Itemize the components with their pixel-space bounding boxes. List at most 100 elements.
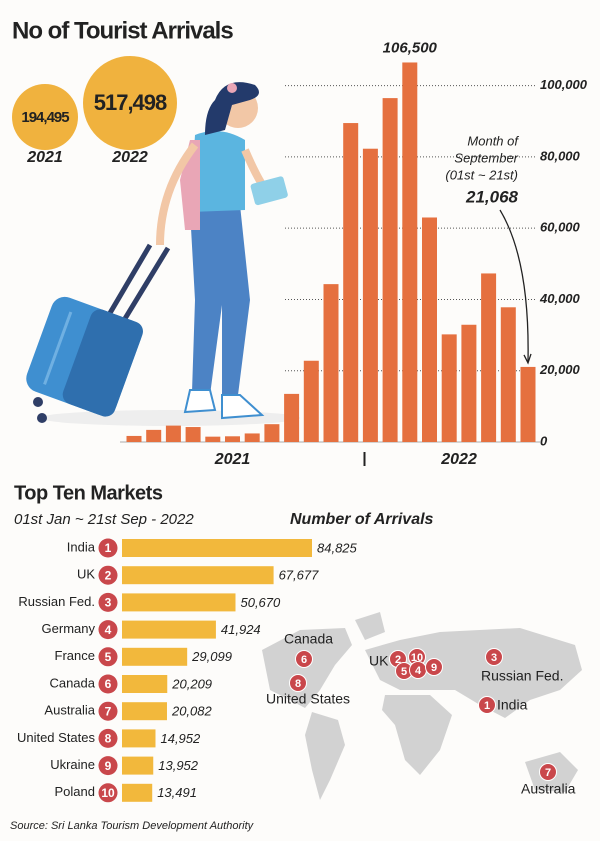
rank-badge [98, 728, 118, 748]
category-label: India [67, 539, 96, 554]
y-tick-label: 80,000 [540, 148, 581, 163]
map-marker-label: 8 [295, 678, 301, 690]
category-label: United States [17, 730, 96, 745]
map-marker [295, 650, 313, 668]
map-marker-label: 1 [484, 700, 490, 712]
rank-badge [98, 592, 118, 612]
bar [461, 324, 477, 442]
bar [481, 273, 497, 442]
category-label: Germany [42, 621, 96, 636]
rank-label: 4 [105, 623, 112, 637]
total-circle [83, 56, 177, 150]
bar [244, 433, 260, 442]
value-label: 20,209 [171, 676, 212, 691]
y-tick-label: 40,000 [539, 291, 581, 306]
rank-badge [98, 647, 118, 667]
category-label: Russian Fed. [18, 594, 95, 609]
chart-subtitle: 01st Jan ~ 21st Sep - 2022 [14, 511, 194, 528]
value-label: 29,099 [191, 649, 232, 664]
bar [122, 729, 156, 748]
bar [122, 593, 236, 612]
bar [343, 123, 359, 443]
bar [362, 148, 378, 443]
bar [122, 539, 312, 557]
map-marker-label: 3 [491, 652, 497, 664]
bar [165, 425, 181, 442]
bar [303, 360, 319, 442]
category-label: UK [77, 567, 95, 582]
chart-title: Top Ten Markets [14, 482, 163, 504]
annotation: (01st ~ 21st) [445, 167, 518, 182]
y-tick-label: 60,000 [540, 220, 581, 235]
value-label: 14,952 [160, 731, 201, 746]
bar [323, 284, 339, 442]
value-label: 106,500 [383, 39, 438, 56]
bar [500, 307, 516, 442]
annotation: September [454, 150, 518, 165]
total-year: 2022 [111, 149, 148, 166]
rank-label: 2 [105, 568, 112, 582]
map-label: Canada [284, 631, 333, 647]
rank-label: 8 [105, 732, 112, 746]
map-marker [539, 763, 557, 781]
category-label: Ukraine [50, 757, 95, 772]
total-year: 2021 [26, 149, 63, 166]
total-value: 517,498 [94, 90, 167, 115]
category-label: Australia [44, 703, 95, 718]
x-group-label: 2022 [440, 451, 477, 468]
annotation-arrow [499, 209, 529, 362]
bar [264, 424, 280, 442]
x-group-label: 2021 [214, 451, 251, 468]
total-value: 194,495 [21, 109, 69, 126]
bar [126, 435, 142, 442]
category-label: Poland [55, 784, 95, 799]
rank-label: 7 [105, 704, 112, 718]
map-marker-label: 2 [395, 654, 401, 666]
map-label: UK [369, 653, 389, 669]
map-marker-label: 6 [301, 654, 307, 666]
rank-label: 9 [105, 759, 112, 773]
bar [122, 647, 188, 666]
rank-badge [98, 538, 118, 558]
bar [122, 756, 154, 775]
y-tick-label: 20,000 [539, 362, 581, 377]
rank-badge [98, 783, 118, 803]
bar [122, 566, 274, 585]
bar [122, 620, 216, 639]
bar [382, 98, 398, 442]
value-label: 84,825 [317, 540, 358, 555]
traveler-illustration [26, 82, 300, 426]
total-circle [12, 84, 78, 150]
rank-label: 5 [105, 650, 112, 664]
bar [205, 436, 221, 442]
bar [185, 427, 201, 442]
bar [402, 62, 418, 443]
source: Source: Sri Lanka Tourism Development Au… [10, 820, 255, 832]
bar [441, 334, 457, 442]
map-marker-label: 9 [431, 662, 437, 674]
bar [422, 217, 437, 442]
value-label: 13,952 [158, 758, 199, 773]
bar [225, 436, 240, 442]
bar [122, 675, 168, 693]
rank-badge [98, 620, 118, 640]
bar [122, 783, 153, 802]
map-marker [289, 674, 307, 692]
value-label: 67,677 [279, 568, 320, 583]
category-label: Canada [49, 675, 95, 690]
value-label: 41,924 [221, 622, 261, 637]
arrow-head [523, 353, 532, 365]
y-tick-label: 0 [540, 433, 548, 448]
map-label: United States [266, 691, 350, 707]
value-label: 20,082 [171, 704, 213, 719]
category-label: France [55, 648, 95, 663]
map-marker-label: 5 [401, 666, 407, 678]
map-marker-label: 7 [545, 767, 551, 779]
map-marker-label: 4 [415, 665, 422, 677]
bar [520, 366, 536, 442]
annotation-value: 21,068 [465, 187, 519, 206]
rank-label: 1 [105, 541, 112, 555]
map-label: Australia [521, 781, 576, 797]
bar [122, 702, 167, 721]
